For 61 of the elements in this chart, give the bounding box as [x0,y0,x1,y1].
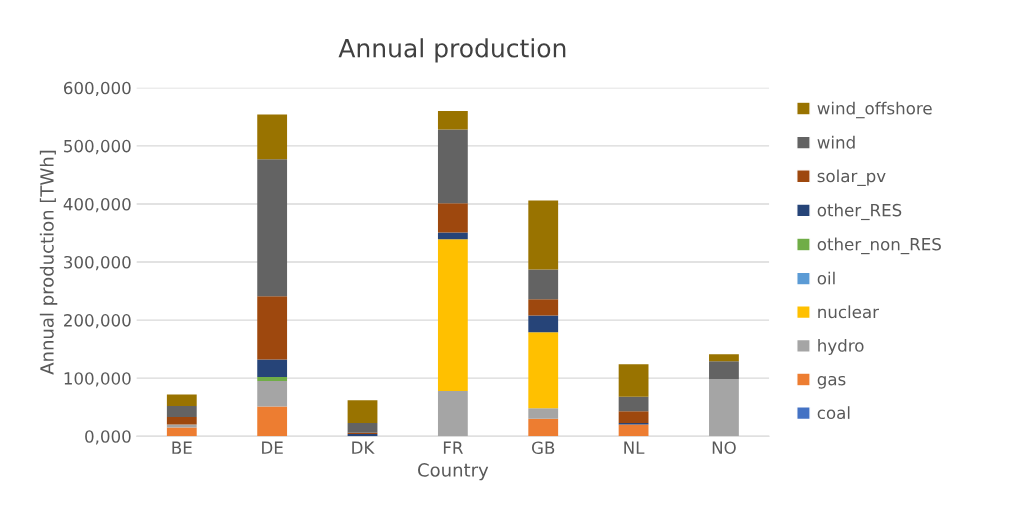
bar [257,377,288,382]
legend-label: wind [817,135,855,149]
legend-label: wind_offshore [817,101,932,119]
y-axis-title: Annual production [TWh] [39,150,58,375]
bar [166,394,197,407]
x-tick-label: BE [172,441,192,454]
bar [528,269,559,300]
bar [437,129,468,204]
legend-label: gas [817,375,846,389]
bar [257,159,288,297]
y-tick-label: 500,000 [64,139,131,155]
legend-label: oil [817,271,835,285]
legend-label: solar_pv [817,169,886,186]
bar [437,390,468,437]
bar [166,427,197,437]
y-tick-label: 300,000 [64,255,131,271]
bar [166,406,197,418]
bar [528,200,559,270]
x-tick-label: FR [443,441,463,454]
bar [257,381,288,407]
bar [437,239,468,391]
x-axis-title: Country [418,463,489,481]
y-tick-label: 400,000 [63,197,131,213]
bar [257,114,288,160]
y-tick-label: 600,000 [64,81,131,97]
bar [709,379,739,437]
bar [347,400,378,423]
bar [437,111,468,130]
legend-label: nuclear [818,305,880,319]
bar [618,411,649,423]
bar [618,396,649,412]
legend-label: coal [817,406,850,420]
bar [257,406,288,437]
bar [166,424,197,428]
legend-label: hydro [818,338,864,356]
bar [437,232,468,240]
bar [166,417,197,425]
bar [528,408,559,419]
x-tick-label: DK [352,441,375,454]
bar [528,299,559,316]
bar [257,296,288,360]
bar [709,361,739,380]
bar [257,359,288,377]
bar [618,424,649,437]
bar [347,422,378,433]
x-tick-label: NO [712,441,736,454]
legend-label: other_RES [817,203,902,221]
x-tick-label: NL [624,441,645,454]
legend-label: other_non_RES [817,237,941,255]
y-tick-label: 0,000 [85,430,131,445]
x-tick-label: GB [531,441,555,454]
bar [709,354,739,362]
chart-title: Annual production [338,38,566,63]
y-tick-label: 100,000 [64,372,131,387]
bar [618,364,649,397]
x-tick-label: DE [262,441,283,454]
bar [437,203,468,233]
bar [528,332,559,409]
bar [528,418,559,437]
y-tick-label: 200,000 [64,314,131,329]
bar [528,315,559,333]
